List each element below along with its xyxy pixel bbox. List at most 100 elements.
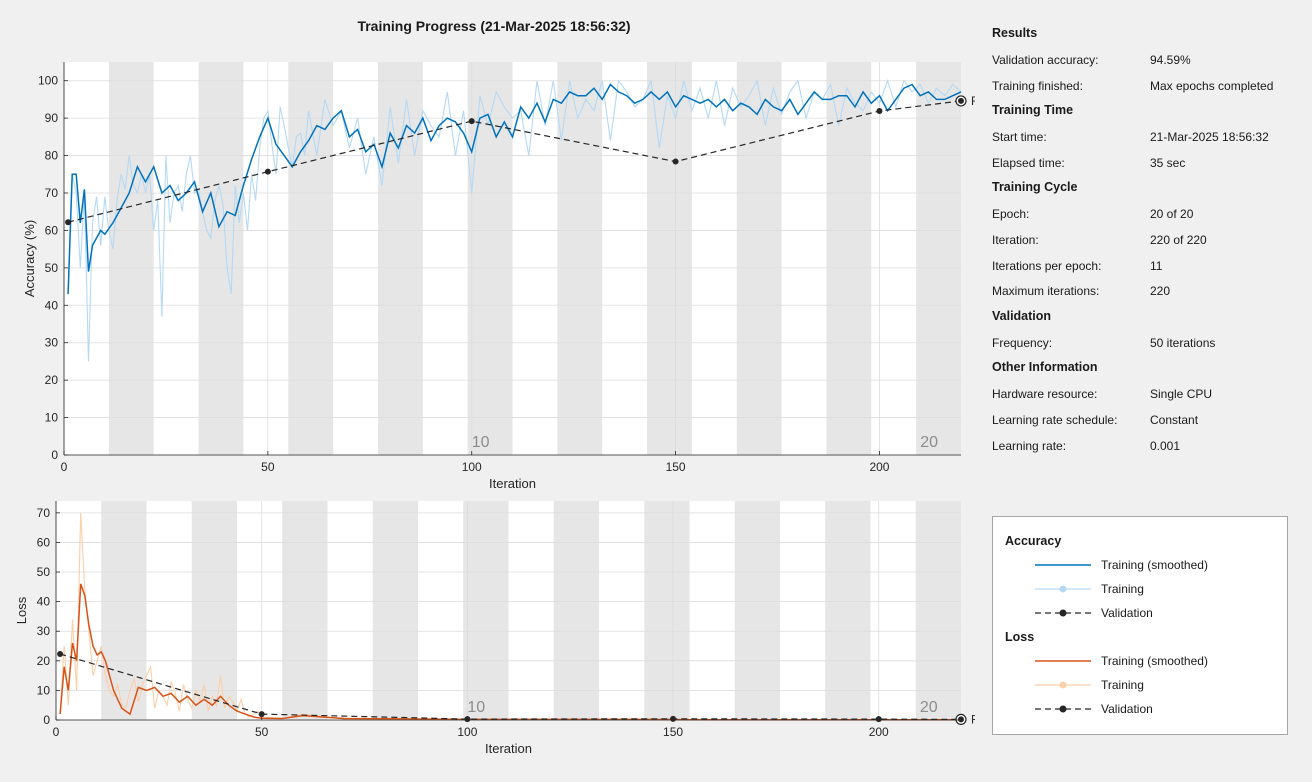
- info-section: Training Cycle Epoch: 20 of 20 Iteration: 22…: [992, 176, 1302, 304]
- loss-x-tick-label: 50: [255, 725, 269, 739]
- loss-epoch-band: [282, 501, 328, 720]
- acc-y-tick-label: 100: [38, 74, 58, 88]
- acc-y-axis-label: Accuracy (%): [22, 220, 37, 297]
- info-panel: Results Validation accuracy: 94.59% Trainin…: [992, 22, 1302, 459]
- loss-epoch-label: 10: [467, 699, 485, 716]
- info-value: 0.001: [1150, 438, 1181, 453]
- info-key: Learning rate schedule:: [992, 412, 1118, 427]
- legend-acc-training: Training: [1005, 577, 1287, 601]
- acc-epoch-band: [557, 62, 603, 455]
- legend-box: Accuracy Training (smoothed) Training Va…: [992, 516, 1288, 735]
- loss-validation-point: [258, 711, 265, 718]
- info-key: Validation accuracy:: [992, 53, 1099, 67]
- info-heading: Results: [992, 26, 1038, 40]
- info-row: Validation accuracy: 94.59%: [992, 48, 1302, 74]
- loss-x-axis-label: Iteration: [485, 741, 532, 756]
- info-value: 11: [1150, 258, 1163, 273]
- legend-acc-smoothed-swatch: [1035, 564, 1091, 566]
- loss-epoch-band: [644, 501, 690, 720]
- acc-epoch-band: [377, 62, 423, 455]
- loss-x-tick-label: 100: [457, 725, 477, 739]
- acc-validation-point: [672, 158, 679, 165]
- acc-epoch-band: [647, 62, 692, 455]
- loss-epoch-band: [825, 501, 871, 720]
- loss-epoch-band: [191, 501, 237, 720]
- loss-y-tick-label: 50: [37, 565, 51, 579]
- legend-loss-heading: Loss: [1005, 630, 1035, 644]
- acc-epoch-band: [108, 62, 154, 455]
- acc-y-tick-label: 60: [45, 223, 59, 237]
- info-key: Start time:: [992, 130, 1047, 145]
- legend-loss-training-swatch: [1035, 681, 1091, 689]
- acc-x-axis-label: Iteration: [489, 476, 536, 491]
- acc-epoch-band: [916, 62, 961, 455]
- acc-final-point: [958, 97, 964, 104]
- legend-loss-training: Training: [1005, 673, 1287, 697]
- acc-y-tick-label: 30: [45, 336, 59, 350]
- legend-loss-validation-label: Validation: [1101, 702, 1153, 716]
- acc-y-tick-label: 90: [45, 111, 59, 125]
- accuracy-plot: 10 20 Final 0 50 100 150 200 0 10 20 30 40 50 60 70 80 90…: [22, 62, 975, 491]
- legend-loss-validation: Validation: [1005, 697, 1287, 721]
- acc-y-tick-label: 40: [45, 298, 59, 312]
- acc-validation-line: [67, 100, 962, 223]
- acc-training-line: [67, 78, 962, 362]
- acc-epoch-label: 20: [920, 434, 938, 451]
- acc-y-tick-label: 10: [45, 411, 59, 425]
- info-key: Epoch:: [992, 207, 1030, 222]
- acc-y-tick-label: 80: [45, 149, 59, 163]
- acc-x-tick-label: 100: [462, 460, 482, 474]
- info-value: 50 iterations: [1150, 335, 1216, 350]
- legend-acc-validation: Validation: [1005, 601, 1287, 625]
- info-row: Iterations per epoch: 11: [992, 254, 1302, 280]
- info-row: Maximum iterations: 220: [992, 279, 1302, 305]
- training-charts: Training Progress (21-Mar-2025 18:56:32)…: [14, 18, 975, 756]
- loss-epoch-band: [101, 501, 147, 720]
- legend-accuracy-heading: Accuracy: [1005, 534, 1062, 548]
- info-row: Learning rate schedule: Constant: [992, 408, 1302, 434]
- info-key: Elapsed time:: [992, 155, 1065, 170]
- loss-y-tick-label: 40: [37, 595, 51, 609]
- legend-acc-smoothed-label: Training (smoothed): [1101, 558, 1208, 572]
- legend-acc-training-label: Training: [1101, 582, 1144, 596]
- acc-validation-point: [65, 219, 72, 226]
- acc-epoch-band: [736, 62, 782, 455]
- info-key: Frequency:: [992, 335, 1053, 350]
- acc-x-tick-label: 200: [869, 460, 889, 474]
- info-heading: Other Information: [992, 360, 1098, 375]
- loss-training-smoothed-line: [59, 583, 961, 721]
- loss-y-tick-label: 30: [37, 624, 51, 638]
- legend-acc-smoothed: Training (smoothed): [1005, 553, 1287, 577]
- loss-epoch-band: [734, 501, 780, 720]
- loss-y-tick-label: 0: [43, 713, 50, 727]
- loss-y-axis-label: Loss: [14, 596, 29, 624]
- info-section: Other Information Hardware resource: Singl…: [992, 356, 1302, 459]
- loss-epoch-band: [553, 501, 599, 720]
- info-section: Training Time Start time: 21-Mar-2025 18:5…: [992, 99, 1302, 176]
- legend-acc-training-swatch: [1035, 585, 1091, 593]
- acc-y-tick-label: 0: [51, 448, 58, 462]
- loss-final-point: [958, 716, 964, 723]
- info-value: Constant: [1150, 412, 1199, 427]
- info-key: Learning rate:: [992, 438, 1067, 453]
- acc-epoch-label: 10: [472, 434, 490, 451]
- loss-epoch-band: [372, 501, 418, 720]
- info-row: Elapsed time: 35 sec: [992, 151, 1302, 177]
- acc-x-tick-label: 150: [666, 460, 686, 474]
- acc-x-tick-label: 0: [61, 460, 68, 474]
- info-section: Validation Frequency: 50 iterations: [992, 305, 1302, 357]
- info-value: 94.59%: [1150, 53, 1191, 67]
- loss-y-tick-label: 70: [37, 506, 51, 520]
- loss-x-tick-label: 0: [53, 725, 60, 739]
- legend-loss-smoothed: Training (smoothed): [1005, 649, 1287, 673]
- info-heading: Training Cycle: [992, 180, 1078, 195]
- info-row: Training finished: Max epochs completed: [992, 74, 1302, 100]
- info-heading: Training Time: [992, 103, 1074, 118]
- acc-epoch-band: [826, 62, 872, 455]
- info-row: Iteration: 220 of 220: [992, 228, 1302, 254]
- loss-epoch-band: [915, 501, 961, 720]
- legend-acc-validation-label: Validation: [1101, 606, 1153, 620]
- acc-y-tick-label: 50: [45, 261, 59, 275]
- info-row: Epoch: 20 of 20: [992, 202, 1302, 228]
- acc-y-tick-label: 20: [45, 373, 59, 387]
